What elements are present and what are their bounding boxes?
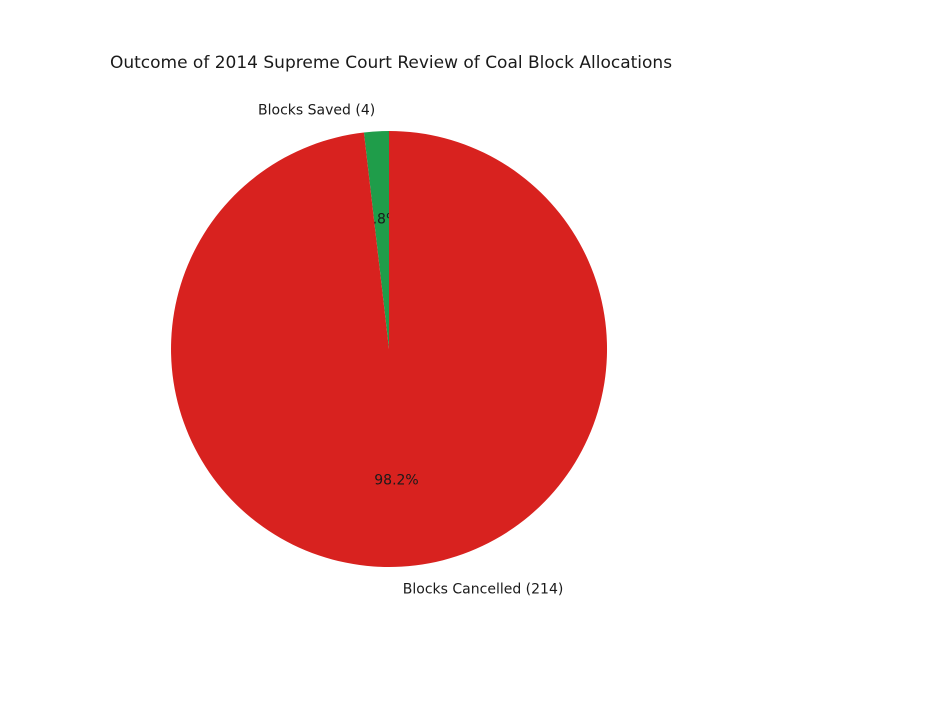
slice-label-blocks-cancelled-214: Blocks Cancelled (214) [403,581,564,597]
chart-title: Outcome of 2014 Supreme Court Review of … [109,53,673,73]
pie-slice-blocks-saved-4 [363,131,389,349]
pct-label-blocks-cancelled-214: 98.2% [374,473,418,489]
pie-slice-blocks-cancelled-214 [171,131,608,567]
slice-label-blocks-saved-4: Blocks Saved (4) [258,103,375,119]
